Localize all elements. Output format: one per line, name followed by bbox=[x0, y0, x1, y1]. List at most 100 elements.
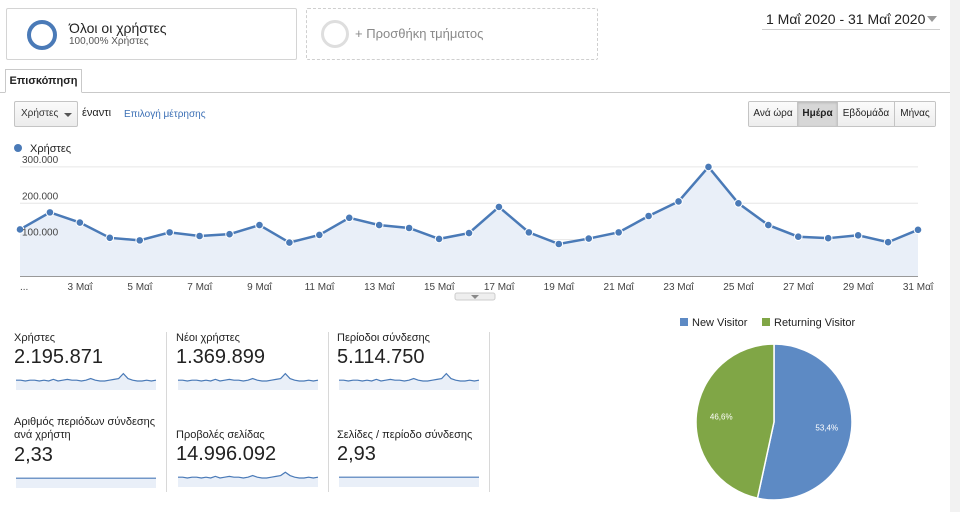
data-point[interactable] bbox=[45, 208, 55, 217]
pie-slice-label: 46,6% bbox=[710, 412, 733, 421]
data-point[interactable] bbox=[105, 233, 115, 243]
data-point[interactable] bbox=[734, 198, 743, 208]
scorecard[interactable]: Σελίδες / περίοδο σύνδεσης 2,93 bbox=[337, 429, 487, 507]
scorecard-sparkline bbox=[339, 372, 480, 390]
data-point[interactable] bbox=[165, 228, 174, 237]
data-point[interactable] bbox=[494, 202, 504, 212]
y-tick-label: 100.000 bbox=[22, 228, 59, 239]
scrollbar-track[interactable] bbox=[950, 0, 960, 512]
data-point[interactable] bbox=[853, 230, 863, 240]
x-tick-label: 21 Μαΐ bbox=[604, 281, 635, 293]
data-point[interactable] bbox=[464, 228, 474, 238]
sparkline-area bbox=[16, 478, 156, 488]
data-point[interactable] bbox=[524, 228, 534, 237]
scorecard-value: 5.114.750 bbox=[337, 346, 425, 368]
segment-ring-icon bbox=[27, 20, 57, 50]
granularity-hour-button[interactable]: Ανά ώρα bbox=[749, 102, 798, 126]
legend-marker bbox=[14, 144, 22, 152]
data-point[interactable] bbox=[883, 237, 893, 247]
metric-dropdown[interactable]: Χρήστες bbox=[14, 101, 78, 127]
data-point[interactable] bbox=[404, 223, 414, 233]
scorecard-label: Σελίδες / περίοδο σύνδεσης bbox=[337, 429, 473, 441]
data-point[interactable] bbox=[75, 218, 85, 227]
data-point[interactable] bbox=[614, 228, 623, 237]
data-point[interactable] bbox=[674, 197, 683, 206]
sparkline-line bbox=[178, 372, 319, 382]
data-point[interactable] bbox=[15, 225, 25, 234]
scorecard-label: Προβολές σελίδας bbox=[176, 429, 265, 441]
x-tick-label: 9 Μαΐ bbox=[247, 281, 272, 293]
visitor-type-pie-chart: New Visitor Returning Visitor 53,4% 46,6% bbox=[680, 317, 855, 501]
dropdown-caret-icon bbox=[64, 113, 72, 117]
granularity-week-button[interactable]: Εβδομάδα bbox=[838, 102, 895, 126]
granularity-day-button[interactable]: Ημέρα bbox=[798, 102, 838, 126]
chart-points bbox=[15, 162, 923, 249]
scorecard-value: 2,93 bbox=[337, 443, 376, 465]
scorecard-value: 2.195.871 bbox=[14, 346, 103, 368]
scorecard-label: Νέοι χρήστες bbox=[176, 332, 240, 344]
pie-slice[interactable] bbox=[695, 343, 775, 500]
granularity-month-button[interactable]: Μήνας bbox=[895, 102, 935, 126]
legend-swatch bbox=[680, 318, 688, 326]
scorecard-sparkline bbox=[16, 372, 157, 390]
data-point[interactable] bbox=[434, 234, 444, 244]
x-tick-label: 29 Μαΐ bbox=[843, 281, 874, 293]
x-tick-label: 31 Μαΐ bbox=[903, 281, 934, 293]
scorecard[interactable]: Προβολές σελίδας 14.996.092 bbox=[176, 429, 326, 507]
data-point[interactable] bbox=[135, 236, 145, 245]
tab-overview[interactable]: Επισκόπηση bbox=[5, 69, 82, 93]
legend-label: Returning Visitor bbox=[774, 317, 855, 329]
data-point[interactable] bbox=[793, 232, 803, 242]
scorecard[interactable]: Νέοι χρήστες 1.369.899 bbox=[176, 332, 326, 410]
data-point[interactable] bbox=[823, 233, 833, 243]
data-point[interactable] bbox=[913, 225, 923, 235]
data-point[interactable] bbox=[344, 213, 354, 223]
scorecard-divider bbox=[166, 332, 167, 492]
sparkline-area bbox=[178, 472, 318, 487]
chevron-down-icon bbox=[927, 16, 937, 22]
pie-slice-labels: 53,4% 46,6% bbox=[710, 412, 838, 432]
sparkline-area bbox=[339, 477, 479, 487]
y-tick-label: 300.000 bbox=[22, 155, 59, 166]
pie-slice[interactable] bbox=[756, 343, 853, 501]
data-point[interactable] bbox=[704, 162, 713, 172]
data-point[interactable] bbox=[374, 220, 384, 230]
x-tick-label: 25 Μαΐ bbox=[723, 281, 754, 293]
scorecard[interactable]: Αριθμός περιόδων σύνδεσης ανά χρήστη 2,33 bbox=[14, 416, 164, 494]
x-tick-label: 23 Μαΐ bbox=[663, 281, 694, 293]
segment-subtitle: 100,00% Χρήστες bbox=[69, 36, 149, 47]
x-tick-label: 3 Μαΐ bbox=[68, 281, 93, 293]
data-point[interactable] bbox=[285, 238, 294, 247]
sparkline-line bbox=[178, 471, 319, 479]
metric-dropdown-value: Χρήστες bbox=[21, 108, 59, 119]
pie-slices bbox=[695, 343, 853, 501]
chart-legend-label: Χρήστες bbox=[30, 143, 71, 155]
sparkline-line bbox=[339, 372, 480, 382]
scorecard-value: 1.369.899 bbox=[176, 346, 265, 368]
date-range-picker[interactable]: 1 Μαΐ 2020 - 31 Μαΐ 2020 bbox=[762, 8, 940, 30]
x-tick-label: 15 Μαΐ bbox=[424, 281, 455, 293]
data-point[interactable] bbox=[764, 220, 773, 230]
segment-all-users[interactable]: Όλοι οι χρήστες 100,00% Χρήστες bbox=[6, 8, 297, 60]
select-metric-link[interactable]: Επιλογή μέτρησης bbox=[124, 109, 206, 120]
data-point[interactable] bbox=[315, 230, 324, 240]
legend-label: New Visitor bbox=[692, 317, 748, 329]
scorecard-divider bbox=[328, 332, 329, 492]
sparkline-area bbox=[178, 373, 318, 390]
data-point[interactable] bbox=[255, 220, 264, 230]
sparkline-area bbox=[339, 373, 479, 390]
scorecard[interactable]: Χρήστες 2.195.871 bbox=[14, 332, 164, 410]
add-segment-button[interactable]: + Προσθήκη τμήματος bbox=[306, 8, 598, 60]
x-tick-label: 27 Μαΐ bbox=[783, 281, 814, 293]
data-point[interactable] bbox=[644, 211, 653, 221]
chart-x-axis-labels: ... 3 Μαΐ 5 Μαΐ 7 Μαΐ 9 Μαΐ 11 Μαΐ 13 Μαΐ 15 Μα… bbox=[20, 281, 934, 293]
users-line-chart: Χρήστες 100.000 200.000 300.000 ... 3 Μαΐ 5 … bbox=[14, 143, 934, 301]
scorecard[interactable]: Περίοδοι σύνδεσης 5.114.750 bbox=[337, 332, 487, 410]
data-point[interactable] bbox=[225, 229, 234, 239]
data-point[interactable] bbox=[554, 239, 564, 249]
x-tick-label: 5 Μαΐ bbox=[127, 281, 152, 293]
sparkline-area bbox=[16, 373, 156, 390]
empty-segment-ring-icon bbox=[321, 20, 349, 48]
data-point[interactable] bbox=[584, 234, 594, 243]
data-point[interactable] bbox=[195, 231, 204, 241]
